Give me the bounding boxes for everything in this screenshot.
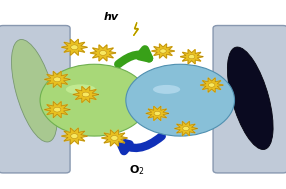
Polygon shape (134, 23, 138, 36)
Polygon shape (200, 78, 223, 92)
FancyArrowPatch shape (120, 136, 162, 151)
Ellipse shape (11, 40, 57, 142)
FancyBboxPatch shape (0, 26, 70, 173)
FancyBboxPatch shape (213, 26, 286, 173)
Circle shape (53, 77, 61, 82)
Circle shape (71, 45, 78, 50)
Polygon shape (102, 130, 127, 146)
Circle shape (53, 107, 61, 112)
Ellipse shape (66, 84, 96, 94)
Circle shape (160, 49, 166, 53)
Text: hv: hv (104, 12, 119, 22)
Ellipse shape (153, 85, 180, 94)
Polygon shape (61, 39, 87, 55)
Circle shape (126, 64, 235, 136)
Circle shape (188, 55, 195, 59)
Circle shape (183, 126, 189, 131)
Polygon shape (152, 44, 174, 58)
Polygon shape (73, 86, 99, 103)
Circle shape (111, 136, 118, 140)
Polygon shape (44, 71, 70, 88)
Circle shape (40, 64, 149, 136)
Circle shape (82, 92, 90, 97)
Polygon shape (180, 50, 203, 64)
Polygon shape (146, 106, 169, 121)
Circle shape (99, 50, 107, 55)
Polygon shape (44, 101, 70, 118)
Circle shape (154, 111, 160, 115)
Circle shape (71, 134, 78, 139)
FancyArrowPatch shape (118, 49, 149, 64)
Ellipse shape (227, 47, 273, 149)
Polygon shape (174, 121, 197, 136)
Polygon shape (61, 128, 87, 144)
Text: O$_2$: O$_2$ (130, 163, 145, 177)
Polygon shape (90, 45, 116, 61)
Circle shape (208, 83, 215, 87)
